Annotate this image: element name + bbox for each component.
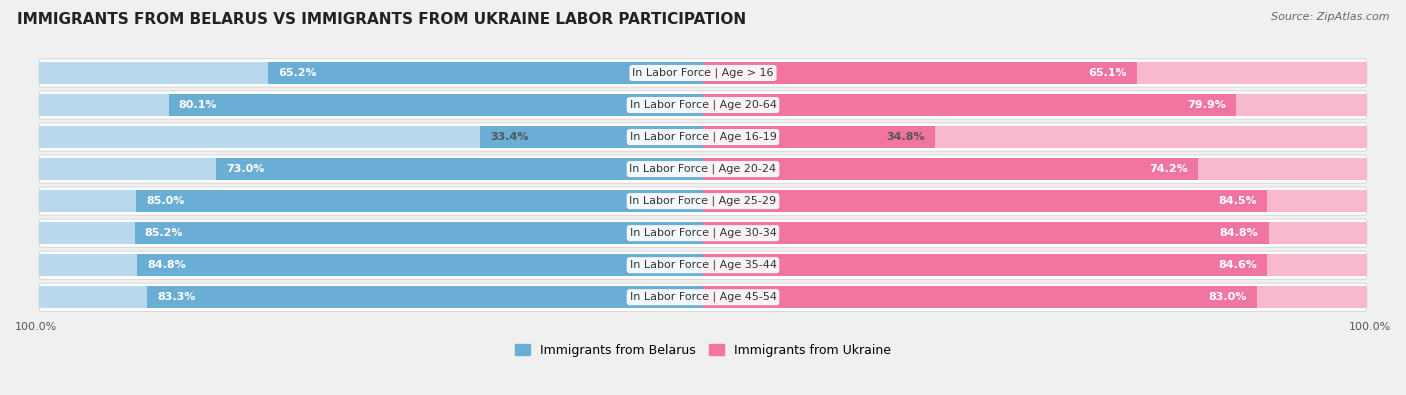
Text: 74.2%: 74.2% [1149, 164, 1188, 174]
Text: 84.5%: 84.5% [1218, 196, 1257, 206]
Text: Source: ZipAtlas.com: Source: ZipAtlas.com [1271, 12, 1389, 22]
Text: 73.0%: 73.0% [226, 164, 264, 174]
FancyBboxPatch shape [39, 59, 1367, 87]
Bar [703, 62, 1367, 84]
Text: In Labor Force | Age 35-44: In Labor Force | Age 35-44 [630, 260, 776, 271]
Text: 65.1%: 65.1% [1088, 68, 1128, 78]
FancyBboxPatch shape [39, 251, 1367, 279]
Text: 83.3%: 83.3% [157, 292, 195, 302]
Bar [703, 286, 1257, 308]
Legend: Immigrants from Belarus, Immigrants from Ukraine: Immigrants from Belarus, Immigrants from… [510, 339, 896, 362]
Text: 84.8%: 84.8% [1220, 228, 1258, 238]
FancyBboxPatch shape [39, 91, 1367, 119]
Bar [135, 222, 703, 244]
Bar [703, 286, 1367, 308]
Bar [703, 190, 1267, 212]
Bar [703, 190, 1367, 212]
Bar [269, 62, 703, 84]
Text: 79.9%: 79.9% [1187, 100, 1226, 110]
Bar [217, 158, 703, 180]
Text: 85.0%: 85.0% [146, 196, 184, 206]
Bar [39, 62, 703, 84]
Bar [39, 222, 703, 244]
Bar [703, 222, 1367, 244]
Text: In Labor Force | Age 45-54: In Labor Force | Age 45-54 [630, 292, 776, 303]
Bar [703, 158, 1198, 180]
Bar [39, 126, 703, 148]
FancyBboxPatch shape [39, 123, 1367, 151]
Text: In Labor Force | Age 20-64: In Labor Force | Age 20-64 [630, 100, 776, 110]
Text: In Labor Force | Age 25-29: In Labor Force | Age 25-29 [630, 196, 776, 206]
Bar [169, 94, 703, 116]
Bar [39, 158, 703, 180]
Text: In Labor Force | Age > 16: In Labor Force | Age > 16 [633, 68, 773, 78]
FancyBboxPatch shape [39, 219, 1367, 247]
Bar [138, 254, 703, 276]
Text: IMMIGRANTS FROM BELARUS VS IMMIGRANTS FROM UKRAINE LABOR PARTICIPATION: IMMIGRANTS FROM BELARUS VS IMMIGRANTS FR… [17, 12, 747, 27]
Bar [703, 62, 1137, 84]
Text: 34.8%: 34.8% [886, 132, 925, 142]
Bar [703, 254, 1267, 276]
Bar [39, 286, 703, 308]
Bar [136, 190, 703, 212]
Bar [703, 94, 1236, 116]
Text: 85.2%: 85.2% [145, 228, 183, 238]
Text: 84.8%: 84.8% [148, 260, 186, 270]
Bar [39, 190, 703, 212]
Bar [703, 126, 1367, 148]
Text: In Labor Force | Age 30-34: In Labor Force | Age 30-34 [630, 228, 776, 239]
Bar [703, 158, 1367, 180]
Bar [703, 254, 1367, 276]
Text: 80.1%: 80.1% [179, 100, 218, 110]
Text: 84.6%: 84.6% [1218, 260, 1257, 270]
FancyBboxPatch shape [39, 283, 1367, 311]
Bar [148, 286, 703, 308]
Text: 83.0%: 83.0% [1208, 292, 1247, 302]
Text: In Labor Force | Age 16-19: In Labor Force | Age 16-19 [630, 132, 776, 142]
FancyBboxPatch shape [39, 187, 1367, 215]
Bar [39, 94, 703, 116]
FancyBboxPatch shape [39, 155, 1367, 183]
Bar [703, 94, 1367, 116]
Text: 65.2%: 65.2% [278, 68, 316, 78]
Bar [39, 254, 703, 276]
Text: In Labor Force | Age 20-24: In Labor Force | Age 20-24 [630, 164, 776, 174]
Text: 33.4%: 33.4% [491, 132, 529, 142]
Bar [703, 222, 1268, 244]
Bar [703, 126, 935, 148]
Bar [481, 126, 703, 148]
